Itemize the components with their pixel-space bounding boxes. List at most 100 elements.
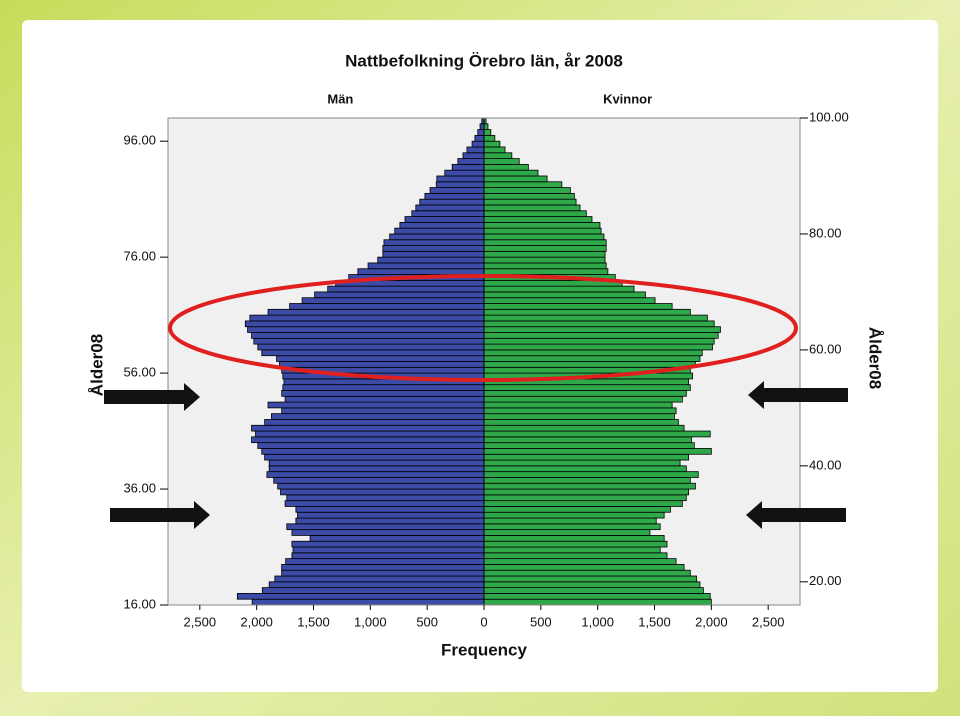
bar xyxy=(483,506,671,513)
bar xyxy=(483,442,695,449)
bar xyxy=(483,575,697,583)
bar xyxy=(483,488,690,496)
legend-label: Män xyxy=(327,91,353,106)
y2-axis-title: Ålder08 xyxy=(866,327,885,389)
bar xyxy=(483,529,651,536)
bar xyxy=(483,285,635,293)
bar xyxy=(424,192,485,200)
x-tick-label: 2,000 xyxy=(695,614,728,629)
bar xyxy=(261,349,485,357)
bar xyxy=(483,129,492,136)
bar xyxy=(429,187,485,194)
x-tick-label: 1,500 xyxy=(297,614,330,629)
bar xyxy=(236,593,485,600)
bar xyxy=(483,581,701,589)
bar xyxy=(295,506,485,513)
x-tick-label: 2,000 xyxy=(240,614,273,629)
x-tick-label: 2,500 xyxy=(752,614,785,629)
y2-tick-label: 80.00 xyxy=(809,225,842,240)
bar xyxy=(483,500,683,507)
bar xyxy=(483,134,496,142)
y-tick-label: 16.00 xyxy=(123,596,156,611)
bar xyxy=(357,268,485,275)
bar xyxy=(483,233,605,241)
bar xyxy=(444,169,485,177)
bar xyxy=(289,303,485,310)
y-tick-label: 56.00 xyxy=(123,365,156,380)
bar xyxy=(483,245,607,252)
bar xyxy=(435,181,485,188)
bar xyxy=(483,204,581,212)
bar xyxy=(483,535,665,542)
bar xyxy=(394,227,485,235)
bar xyxy=(483,152,513,159)
bar xyxy=(483,146,506,154)
y2-tick-label: 100.00 xyxy=(809,109,849,124)
arrows xyxy=(104,381,848,529)
bar xyxy=(292,546,485,554)
bar xyxy=(415,204,485,212)
bar xyxy=(466,146,485,154)
bar xyxy=(257,442,485,449)
bar xyxy=(483,419,679,426)
bar xyxy=(483,123,489,130)
bar xyxy=(247,326,485,333)
bar xyxy=(471,140,485,148)
bar xyxy=(483,308,691,316)
legend-label: Kvinnor xyxy=(603,91,652,106)
bar xyxy=(483,326,721,333)
bar xyxy=(483,181,563,188)
bar xyxy=(483,216,593,223)
bar xyxy=(377,256,485,264)
bar xyxy=(264,453,485,461)
bar xyxy=(483,448,712,455)
bar xyxy=(483,268,609,275)
bar xyxy=(257,343,485,351)
bar xyxy=(244,320,485,328)
bar xyxy=(411,210,485,217)
bar xyxy=(285,558,485,565)
bar xyxy=(281,564,485,571)
bar xyxy=(268,581,485,589)
y2-tick-label: 20.00 xyxy=(809,573,842,588)
bar xyxy=(284,500,485,507)
bar xyxy=(282,384,485,391)
bar xyxy=(281,569,485,577)
x-tick-label: 500 xyxy=(416,614,438,629)
bar xyxy=(483,395,683,403)
bar xyxy=(483,175,548,183)
bar xyxy=(327,285,485,293)
bar xyxy=(286,523,485,531)
bar xyxy=(483,465,687,473)
arrow xyxy=(110,501,210,529)
bar xyxy=(483,424,685,432)
bar xyxy=(483,407,677,415)
bar xyxy=(483,482,696,490)
bar xyxy=(483,523,661,531)
bar xyxy=(483,349,703,357)
x-tick-label: 1,500 xyxy=(638,614,671,629)
x-tick-label: 0 xyxy=(480,614,487,629)
bar xyxy=(483,494,687,502)
bar xyxy=(483,343,713,351)
x-tick-label: 2,500 xyxy=(184,614,217,629)
bar xyxy=(291,552,485,560)
bar xyxy=(291,529,485,536)
y-tick-label: 96.00 xyxy=(123,133,156,148)
x-axis-title: Frequency xyxy=(441,640,528,659)
bar xyxy=(251,332,485,339)
bar xyxy=(389,233,485,241)
bar xyxy=(291,540,485,548)
bar xyxy=(314,291,485,299)
bar xyxy=(309,535,485,542)
bar xyxy=(261,587,485,594)
bar xyxy=(483,262,607,270)
y2-tick-label: 60.00 xyxy=(809,341,842,356)
bar xyxy=(264,419,485,426)
bar xyxy=(483,314,708,322)
bar xyxy=(483,517,657,525)
bar xyxy=(255,430,485,438)
bar xyxy=(284,395,485,403)
bar xyxy=(367,262,485,270)
